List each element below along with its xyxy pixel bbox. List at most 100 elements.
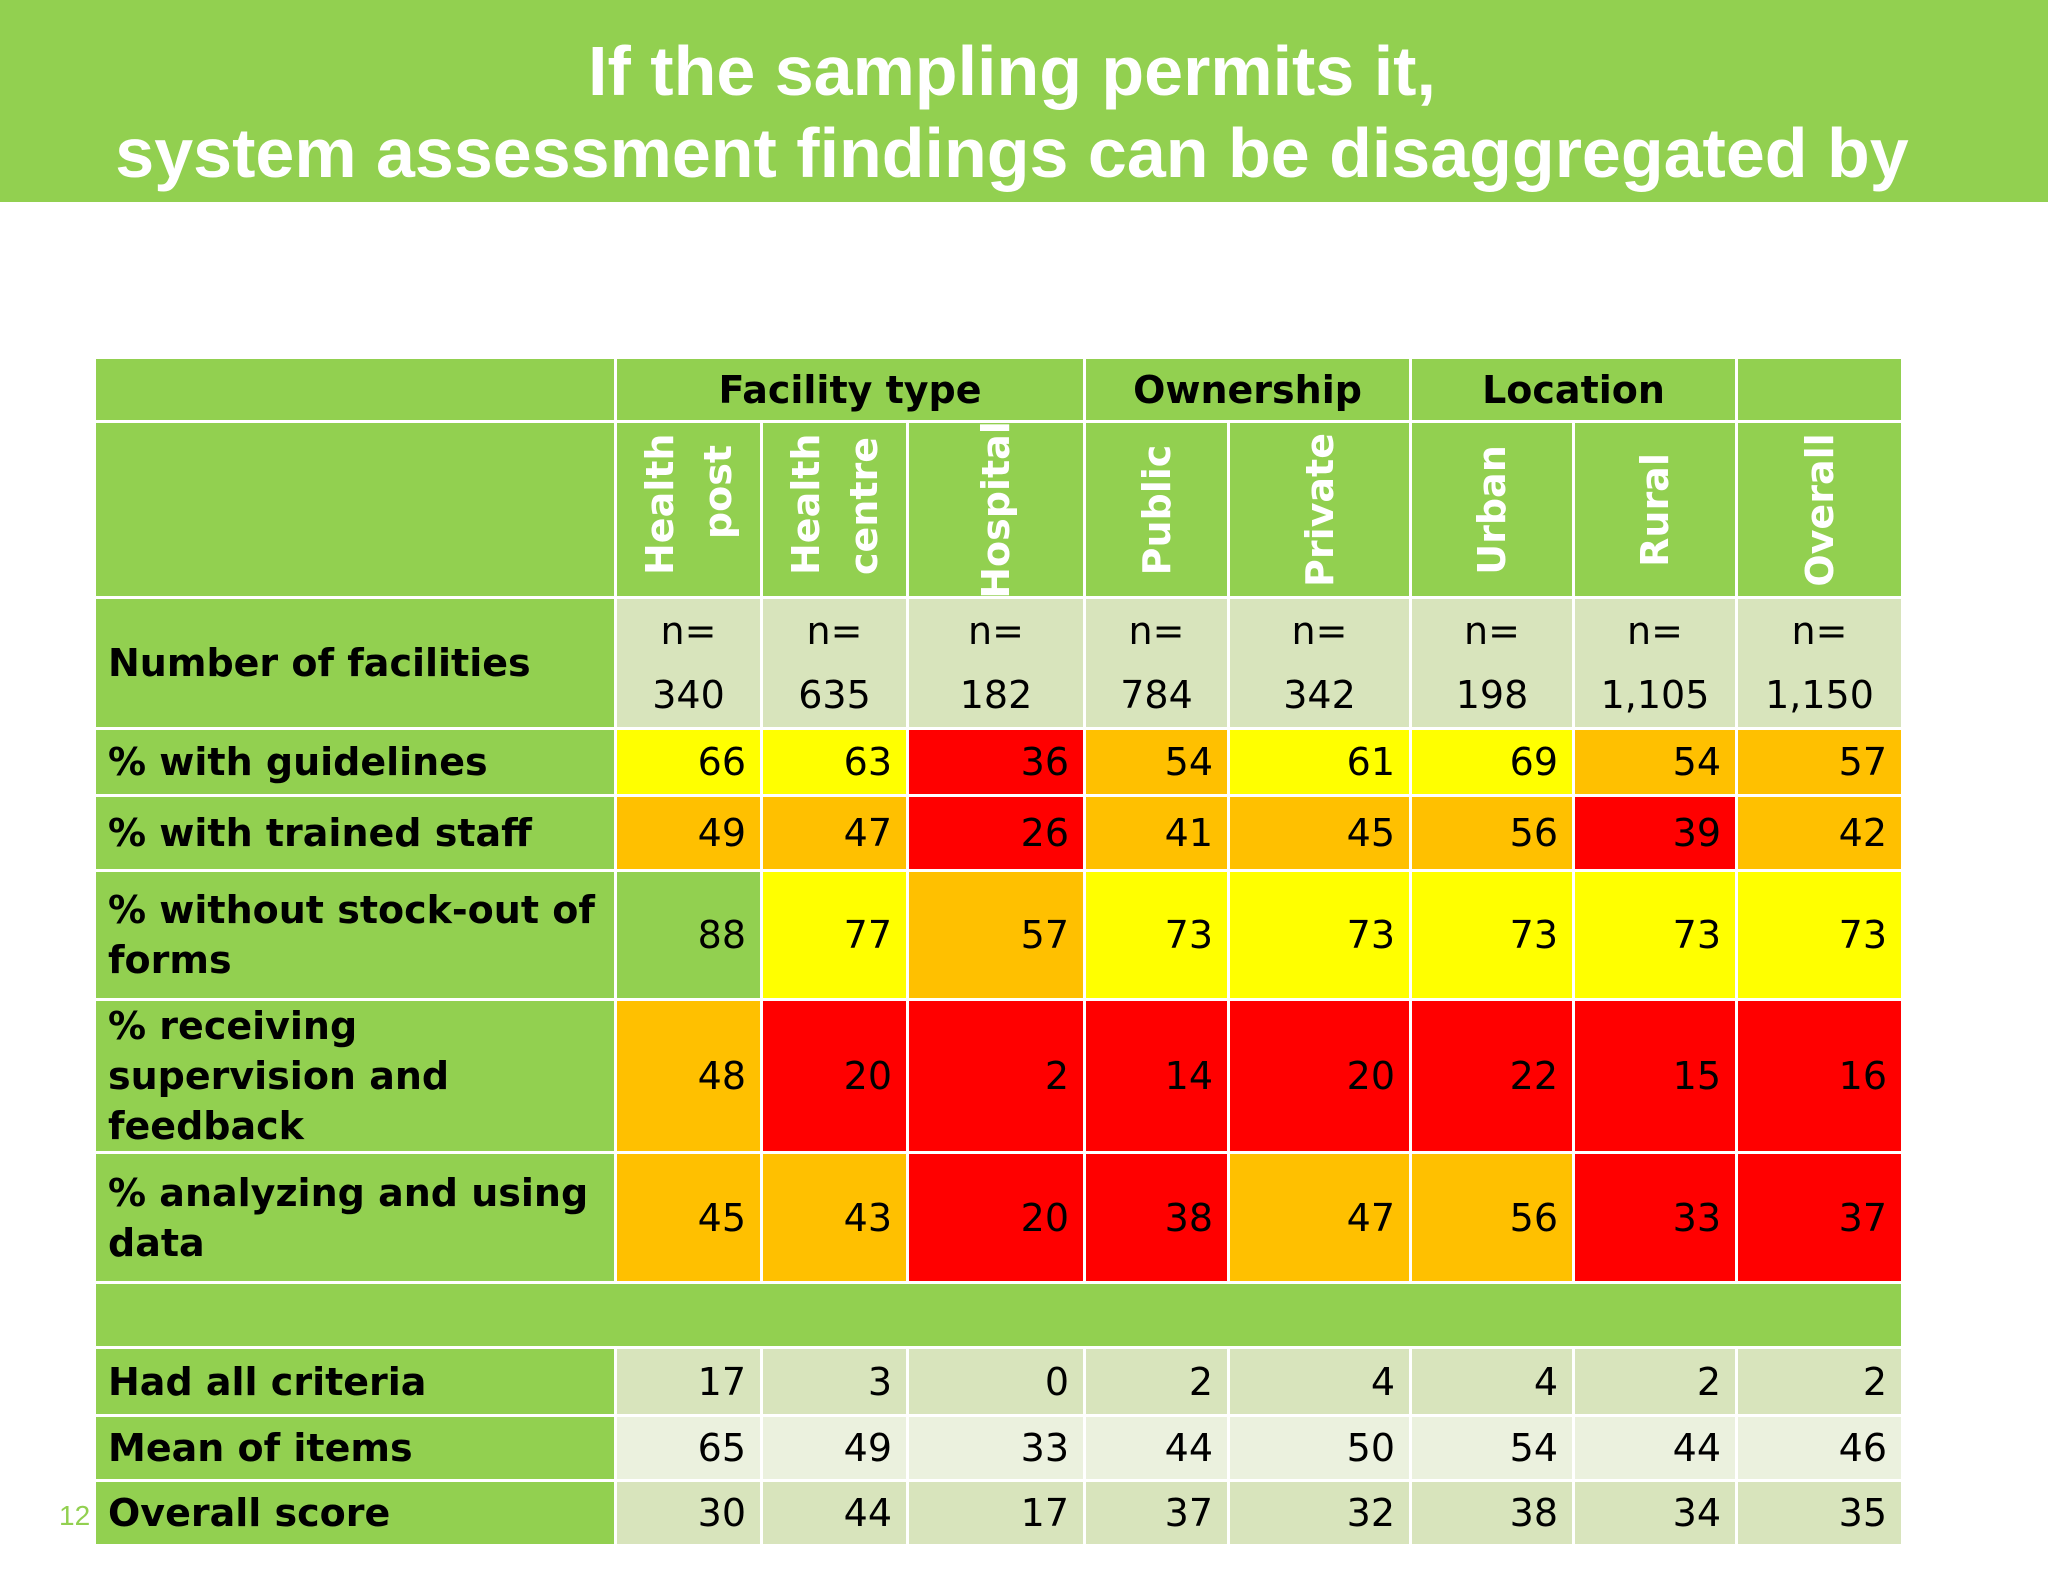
spacer-cell xyxy=(93,1281,1904,1349)
value-cell: 3 xyxy=(760,1346,909,1417)
col-urban: Urban xyxy=(1409,420,1575,599)
value-cell: 37 xyxy=(1083,1479,1230,1547)
n-cell: n= 340 xyxy=(614,596,763,730)
col-hospital: Hospital xyxy=(906,420,1086,599)
value-cell: 57 xyxy=(906,869,1086,1001)
value-cell: 69 xyxy=(1409,727,1575,797)
group-facility-type: Facility type xyxy=(614,356,1086,423)
value-cell: 20 xyxy=(1227,998,1412,1154)
value-cell: 2 xyxy=(906,998,1086,1154)
value-cell: 38 xyxy=(1409,1479,1575,1547)
n-label: n= xyxy=(806,609,863,653)
row-overall-score: Overall score 30 44 17 37 32 38 34 35 xyxy=(93,1479,1904,1547)
row-label: % analyzing and using data xyxy=(93,1151,617,1284)
row-label: Mean of items xyxy=(93,1414,617,1482)
n-cell: n= 1,105 xyxy=(1572,596,1738,730)
value-cell: 38 xyxy=(1083,1151,1230,1284)
value-cell: 45 xyxy=(1227,794,1412,872)
title-banner: If the sampling permits it, system asses… xyxy=(0,0,2048,202)
value-cell: 45 xyxy=(614,1151,763,1284)
col-rural: Rural xyxy=(1572,420,1738,599)
col-private: Private xyxy=(1227,420,1412,599)
value-cell: 20 xyxy=(906,1151,1086,1284)
n-value: 635 xyxy=(798,673,871,717)
value-cell: 26 xyxy=(906,794,1086,872)
group-header-row: Facility type Ownership Location xyxy=(93,356,1904,423)
row-label-number-of-facilities: Number of facilities xyxy=(93,596,617,730)
value-cell: 4 xyxy=(1409,1346,1575,1417)
value-cell: 30 xyxy=(614,1479,763,1547)
col-health-centre: Health centre xyxy=(760,420,909,599)
value-cell: 73 xyxy=(1409,869,1575,1001)
value-cell: 57 xyxy=(1735,727,1904,797)
value-cell: 46 xyxy=(1735,1414,1904,1482)
value-cell: 33 xyxy=(1572,1151,1738,1284)
n-value: 1,105 xyxy=(1600,673,1710,717)
group-ownership: Ownership xyxy=(1083,356,1412,423)
row-supervision: % receiving supervision and feedback 48 … xyxy=(93,998,1904,1154)
value-cell: 73 xyxy=(1572,869,1738,1001)
col-public: Public xyxy=(1083,420,1230,599)
value-cell: 43 xyxy=(760,1151,909,1284)
value-cell: 54 xyxy=(1572,727,1738,797)
value-cell: 34 xyxy=(1572,1479,1738,1547)
value-cell: 16 xyxy=(1735,998,1904,1154)
n-value: 1,150 xyxy=(1765,673,1874,717)
value-cell: 0 xyxy=(906,1346,1086,1417)
value-cell: 56 xyxy=(1409,1151,1575,1284)
n-label: n= xyxy=(1464,609,1520,653)
value-cell: 33 xyxy=(906,1414,1086,1482)
value-cell: 47 xyxy=(1227,1151,1412,1284)
value-cell: 73 xyxy=(1083,869,1230,1001)
row-trained-staff: % with trained staff 49 47 26 41 45 56 3… xyxy=(93,794,1904,872)
value-cell: 22 xyxy=(1409,998,1575,1154)
title-line-1: If the sampling permits it, xyxy=(588,32,1436,110)
row-had-all-criteria: Had all criteria 17 3 0 2 4 4 2 2 xyxy=(93,1346,1904,1417)
value-cell: 73 xyxy=(1227,869,1412,1001)
value-cell: 2 xyxy=(1083,1346,1230,1417)
group-overall-blank xyxy=(1735,356,1904,423)
spacer-row xyxy=(93,1281,1904,1349)
value-cell: 14 xyxy=(1083,998,1230,1154)
value-cell: 47 xyxy=(760,794,909,872)
value-cell: 49 xyxy=(614,794,763,872)
value-cell: 42 xyxy=(1735,794,1904,872)
value-cell: 32 xyxy=(1227,1479,1412,1547)
corner-cell-2 xyxy=(93,420,617,599)
col-public-label: Public xyxy=(1134,444,1179,575)
row-label: Overall score xyxy=(93,1479,617,1547)
value-cell: 35 xyxy=(1735,1479,1904,1547)
column-header-row: Health post Health centre Hospital Publi… xyxy=(93,420,1904,599)
n-label: n= xyxy=(968,609,1024,653)
value-cell: 48 xyxy=(614,998,763,1154)
n-cell: n= 784 xyxy=(1083,596,1230,730)
n-label: n= xyxy=(1791,609,1848,653)
value-cell: 63 xyxy=(760,727,909,797)
n-value: 784 xyxy=(1120,673,1193,717)
col-rural-label: Rural xyxy=(1633,452,1677,567)
value-cell: 36 xyxy=(906,727,1086,797)
col-hospital-label: Hospital xyxy=(974,420,1018,599)
value-cell: 61 xyxy=(1227,727,1412,797)
n-cell: n= 198 xyxy=(1409,596,1575,730)
col-urban-label: Urban xyxy=(1470,444,1514,575)
row-analyzing-data: % analyzing and using data 45 43 20 38 4… xyxy=(93,1151,1904,1284)
value-cell: 54 xyxy=(1083,727,1230,797)
value-cell: 44 xyxy=(1572,1414,1738,1482)
value-cell: 50 xyxy=(1227,1414,1412,1482)
value-cell: 66 xyxy=(614,727,763,797)
n-cell: n= 342 xyxy=(1227,596,1412,730)
value-cell: 54 xyxy=(1409,1414,1575,1482)
value-cell: 17 xyxy=(906,1479,1086,1547)
value-cell: 44 xyxy=(1083,1414,1230,1482)
row-label: Had all criteria xyxy=(93,1346,617,1417)
n-cell: n= 182 xyxy=(906,596,1086,730)
n-label: n= xyxy=(1627,609,1683,653)
value-cell: 49 xyxy=(760,1414,909,1482)
n-row: Number of facilities n= 340 n= 635 n= 182 n… xyxy=(93,596,1904,730)
row-label: % with guidelines xyxy=(93,727,617,797)
value-cell: 41 xyxy=(1083,794,1230,872)
n-value: 340 xyxy=(652,673,725,717)
col-private-label: Private xyxy=(1297,432,1342,587)
col-health-post-label: Health post xyxy=(637,433,740,575)
